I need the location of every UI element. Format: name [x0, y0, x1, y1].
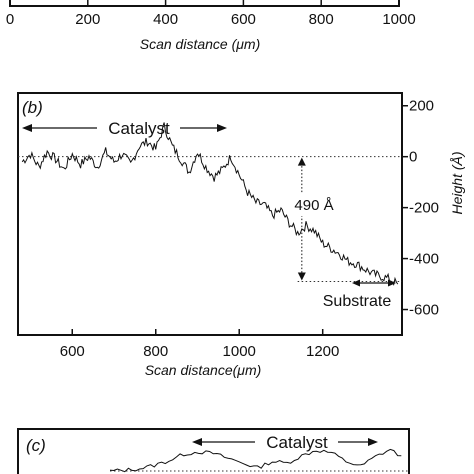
- x-tick-label: 400: [153, 11, 178, 28]
- substrate-annotation: Substrate: [323, 279, 396, 310]
- panel-b-x-ticks: 600 800 1000 1200: [60, 329, 339, 360]
- catalyst-annotation: Catalyst: [192, 433, 378, 452]
- panel-b-y-ticks: 200 0 -200 -400 -600: [402, 98, 439, 319]
- arrow-left-icon: [352, 279, 360, 287]
- panel-c-label: (c): [26, 436, 46, 455]
- catalyst-label: Catalyst: [108, 119, 170, 138]
- x-tick-label: 800: [143, 343, 168, 360]
- x-tick-label: 600: [231, 11, 256, 28]
- panel-a: 0 200 400 600 800 1000 Scan distance (μm): [6, 0, 416, 52]
- arrow-right-icon: [388, 279, 396, 287]
- panel-b: (b) 600 800 1000 1200 200 0 -200 -400 -600 Scan…: [17, 92, 465, 378]
- catalyst-annotation: Catalyst: [22, 119, 227, 138]
- x-tick-label: 800: [309, 11, 334, 28]
- step-height-label: 490 Å: [294, 197, 333, 214]
- y-tick-label: -200: [409, 200, 439, 217]
- height-profile-line: [21, 122, 399, 286]
- panel-b-label: (b): [22, 98, 43, 117]
- panel-b-x-title: Scan distance(μm): [145, 362, 262, 378]
- panel-a-x-title: Scan distance (μm): [140, 36, 261, 52]
- x-tick-label: 600: [60, 343, 85, 360]
- arrow-up-icon: [297, 157, 306, 166]
- panel-b-frame: [17, 92, 403, 336]
- height-profile-line: [109, 448, 402, 473]
- x-tick-label: 1200: [306, 343, 339, 360]
- y-tick-label: -400: [409, 251, 439, 268]
- y-tick-label: -600: [409, 302, 439, 319]
- x-tick-label: 1000: [223, 343, 256, 360]
- panel-a-x-ticks: 0 200 400 600 800 1000: [6, 0, 416, 28]
- y-tick-label: 200: [409, 98, 434, 115]
- x-tick-label: 1000: [382, 11, 415, 28]
- arrow-right-icon: [217, 124, 227, 132]
- arrow-right-icon: [368, 438, 378, 446]
- arrow-down-icon: [297, 272, 306, 281]
- x-tick-label: 200: [75, 11, 100, 28]
- arrow-left-icon: [192, 438, 202, 446]
- substrate-label: Substrate: [323, 293, 392, 310]
- panel-c: (c) Catalyst: [17, 428, 410, 474]
- x-tick-label: 0: [6, 11, 14, 28]
- y-tick-label: 0: [409, 149, 417, 166]
- panel-b-y-title: Height (Å): [449, 151, 465, 214]
- catalyst-label: Catalyst: [266, 433, 328, 452]
- panel-c-frame: [17, 428, 410, 474]
- step-height-annotation: 490 Å: [289, 157, 339, 281]
- arrow-left-icon: [22, 124, 32, 132]
